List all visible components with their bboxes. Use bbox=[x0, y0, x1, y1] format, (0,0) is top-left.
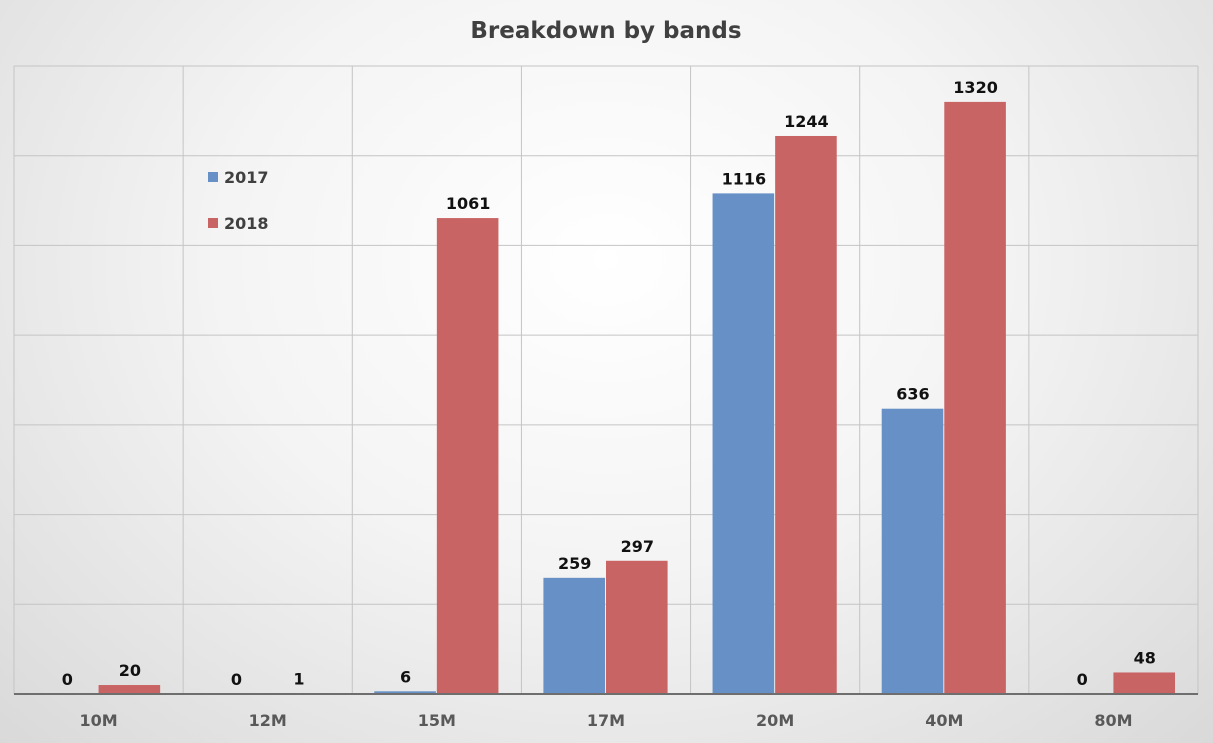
legend-swatch-2017 bbox=[208, 172, 218, 182]
data-label-2017-15M: 6 bbox=[400, 667, 411, 686]
data-label-2017-80M: 0 bbox=[1077, 670, 1088, 689]
legend: 2017 2018 bbox=[208, 168, 269, 233]
data-label-2017-20M: 1116 bbox=[722, 169, 767, 188]
x-tick-label-12M: 12M bbox=[249, 711, 287, 730]
bar-2018-80M bbox=[1113, 672, 1176, 694]
bars bbox=[98, 101, 1176, 694]
x-tick-label-15M: 15M bbox=[418, 711, 456, 730]
data-labels: 0 20 0 1 6 1061 259 297 1116 1244 636 1320 0 48 bbox=[62, 78, 1156, 689]
data-label-2018-80M: 48 bbox=[1134, 648, 1156, 667]
data-label-2018-15M: 1061 bbox=[446, 194, 491, 213]
data-label-2018-20M: 1244 bbox=[784, 112, 829, 131]
data-label-2018-12M: 1 bbox=[293, 670, 304, 689]
x-tick-label-17M: 17M bbox=[587, 711, 625, 730]
x-tick-label-80M: 80M bbox=[1094, 711, 1132, 730]
legend-swatch-2018 bbox=[208, 218, 218, 228]
x-tick-label-10M: 10M bbox=[79, 711, 117, 730]
data-label-2018-40M: 1320 bbox=[953, 78, 998, 97]
chart-title: Breakdown by bands bbox=[470, 18, 741, 44]
data-label-2018-17M: 297 bbox=[621, 537, 654, 556]
bar-2017-17M bbox=[543, 577, 605, 694]
data-label-2017-12M: 0 bbox=[231, 670, 242, 689]
data-label-2017-17M: 259 bbox=[558, 554, 591, 573]
bar-2017-40M bbox=[881, 408, 944, 694]
x-tick-label-20M: 20M bbox=[756, 711, 794, 730]
bar-2017-15M bbox=[374, 691, 436, 694]
bar-2018-15M bbox=[436, 218, 499, 694]
bar-2018-20M bbox=[775, 135, 837, 694]
bar-2018-40M bbox=[944, 101, 1006, 694]
data-label-2017-10M: 0 bbox=[62, 670, 73, 689]
data-label-2018-10M: 20 bbox=[119, 661, 141, 680]
bar-2018-17M bbox=[606, 560, 668, 694]
x-axis-ticks: 10M 12M 15M 17M 20M 40M 80M bbox=[79, 711, 1132, 730]
grid bbox=[13, 65, 1199, 694]
data-label-2017-40M: 636 bbox=[896, 385, 929, 404]
legend-label-2017: 2017 bbox=[224, 168, 269, 187]
bar-2017-20M bbox=[712, 193, 775, 694]
x-tick-label-40M: 40M bbox=[925, 711, 963, 730]
bar-2018-10M bbox=[98, 685, 161, 694]
legend-label-2018: 2018 bbox=[224, 214, 269, 233]
